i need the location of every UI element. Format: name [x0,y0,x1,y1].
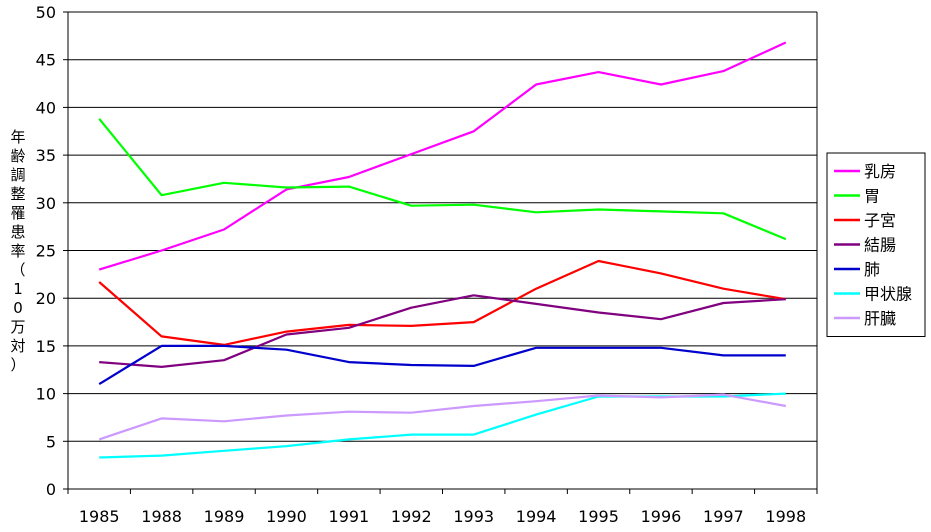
y-tick-label: 30 [36,194,56,213]
y-axis-label-char: 患 [10,223,25,241]
y-tick-label: 10 [36,385,56,404]
legend-label: 甲状腺 [864,285,912,304]
y-tick-label: 5 [46,432,56,451]
y-axis-label-char: 調 [10,166,25,184]
y-tick-label: 35 [36,146,56,165]
x-tick-label: 1998 [765,507,806,526]
x-tick-label: 1997 [703,507,744,526]
x-tick-label: 1994 [516,507,557,526]
series-line-3 [98,259,786,346]
y-axis-label-char: 年 [10,128,25,146]
x-tick-label: 1988 [141,507,182,526]
legend-label: 肝臓 [864,309,896,328]
y-tick-label: 40 [36,98,56,117]
legend-label: 乳房 [864,162,896,181]
x-tick-label: 1996 [641,507,682,526]
y-tick-label: 45 [36,51,56,70]
y-axis-label-char: 万 [10,318,25,336]
series-line-5 [98,344,786,386]
y-axis-label-char: 罹 [10,204,25,222]
legend-label: 子宮 [864,211,896,230]
legend-label: 結腸 [864,236,896,255]
series-line-1 [98,41,787,271]
y-axis-label-char: ） [10,356,25,374]
series-line-6 [99,392,786,459]
y-axis-label-char: 率 [10,242,25,260]
series-line-4 [99,294,786,368]
x-tick-label: 1993 [453,507,494,526]
y-tick-label: 25 [36,242,56,261]
x-tick-label: 1989 [204,507,245,526]
x-tick-label: 1992 [391,507,432,526]
legend-label: 胃 [864,187,880,206]
y-tick-label: 20 [36,289,56,308]
x-tick-label: 1995 [578,507,619,526]
y-axis-label-char: （ [10,261,25,279]
y-axis-ticks: 0 5 10 15 20 25 30 35 40 45 50 [36,3,68,499]
y-tick-label: 50 [36,3,56,22]
y-tick-label: 15 [36,337,56,356]
legend-label: 肺 [864,260,880,279]
y-axis-label-char: 0 [13,299,23,317]
x-tick-label: 1985 [79,507,120,526]
y-axis-label-char: 1 [13,280,23,298]
y-axis-label-char: 対 [10,337,25,355]
y-tick-label: 0 [46,480,56,499]
gridlines [67,11,818,490]
y-axis-label-char: 齢 [10,147,25,165]
x-tick-label: 1991 [329,507,370,526]
y-axis-label-char: 整 [10,185,25,203]
x-axis-ticks: 1985 1988 1989 1990 1991 1992 1993 1994 1995 1996… [67,489,818,526]
x-tick-label: 1990 [266,507,307,526]
series-line-2 [98,118,787,241]
series-line-7 [98,393,786,441]
series-lines [98,41,787,459]
